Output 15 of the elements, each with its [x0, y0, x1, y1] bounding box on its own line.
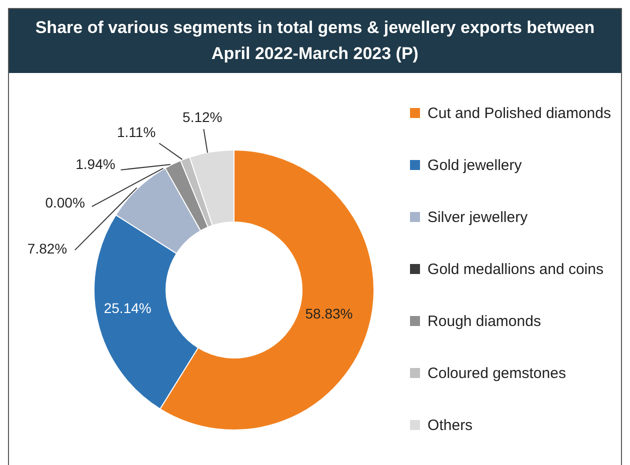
chart-title: Share of various segments in total gems & jewellery exports between April 2022-March 2023 (P): [9, 9, 621, 73]
legend-label: Gold jewellery: [428, 156, 522, 174]
data-label: 1.94%: [76, 156, 116, 172]
legend-label: Coloured gemstones: [428, 364, 566, 382]
data-label: 7.82%: [27, 240, 68, 256]
data-label: 1.11%: [116, 124, 156, 140]
legend-label: Cut and Polished diamonds: [428, 104, 611, 122]
data-label: 25.14%: [104, 300, 152, 316]
legend-label: Others: [428, 416, 473, 434]
legend-label: Silver jewellery: [428, 208, 528, 226]
data-label: 58.83%: [305, 306, 353, 322]
legend-label: Rough diamonds: [428, 312, 541, 330]
data-label: 5.12%: [182, 109, 222, 126]
text: 0.00%: [45, 194, 85, 211]
legend-label: Gold medallions and coins: [428, 260, 604, 278]
